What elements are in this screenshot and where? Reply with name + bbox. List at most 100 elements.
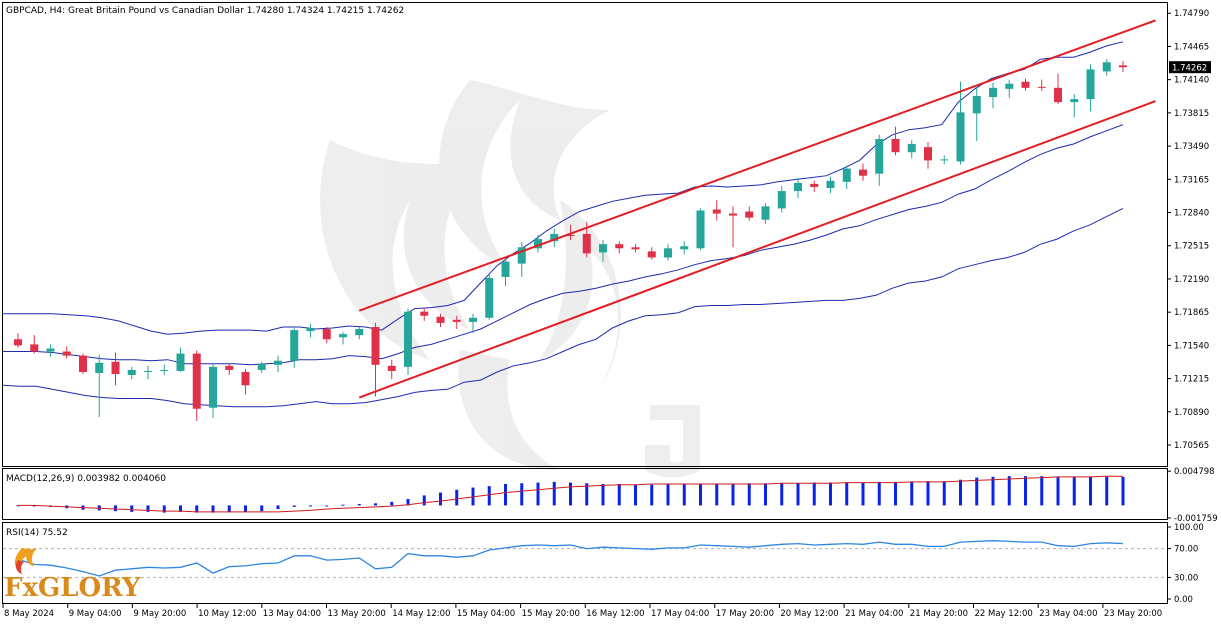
macd-axis: 0.004798 -0.001759 <box>1167 467 1218 524</box>
time-tick-label: 13 May 04:00 <box>263 609 321 619</box>
price-tick-label: 1.74465 <box>1174 42 1209 52</box>
price-panel: 1.74790 1.74465 1.74140 1.73815 1.73490 1.731… <box>2 6 1211 451</box>
candle-body <box>712 209 721 214</box>
macd-bar <box>32 505 36 507</box>
price-tick-label: 1.72190 <box>1174 275 1209 285</box>
candle-body <box>810 183 819 187</box>
candle-body <box>290 330 299 361</box>
candle <box>95 354 104 417</box>
candle <box>371 322 380 397</box>
candle <box>842 165 851 190</box>
macd-bar <box>731 484 735 506</box>
bollinger-bands <box>2 41 1124 408</box>
candle <box>550 228 559 248</box>
candle-body <box>371 326 380 365</box>
macd-bar <box>926 481 930 506</box>
candle <box>144 365 152 380</box>
candle <box>452 315 461 330</box>
candle-body <box>1021 81 1030 88</box>
macd-bar <box>341 504 345 506</box>
macd-bar <box>715 484 719 506</box>
macd-bar <box>211 505 215 513</box>
candle-body <box>1037 86 1046 88</box>
candle <box>924 142 932 169</box>
candle-body <box>729 213 737 216</box>
price-tick-label: 1.70890 <box>1174 408 1209 418</box>
macd-bar <box>877 481 881 506</box>
candle-body <box>160 369 169 371</box>
candle-body <box>924 147 932 161</box>
candle-body <box>826 180 835 188</box>
candle <box>810 180 819 193</box>
macd-label: MACD(12,26,9) 0.003982 0.004060 <box>6 474 166 484</box>
candle <box>777 185 786 213</box>
rsi-label: RSI(14) 75.52 <box>6 528 68 538</box>
candle <box>875 134 884 186</box>
channel-upper-line <box>358 19 1156 312</box>
candle <box>566 224 575 241</box>
candle <box>62 346 71 359</box>
candle <box>322 326 331 344</box>
macd-signal-line <box>18 475 1124 513</box>
candle-body <box>907 144 916 153</box>
candle <box>1070 93 1079 118</box>
macd-bar <box>747 483 751 506</box>
candle <box>712 200 721 221</box>
candle <box>972 87 981 141</box>
candle <box>1037 79 1046 91</box>
macd-bar <box>244 505 247 512</box>
macd-bar <box>162 505 166 513</box>
macd-bar <box>829 482 832 506</box>
candle <box>501 257 510 287</box>
candle <box>989 82 997 109</box>
macd-bar <box>406 499 410 506</box>
candle-body <box>794 182 802 192</box>
candle <box>420 307 429 321</box>
macd-histogram <box>16 476 1125 513</box>
candle-body <box>192 353 201 409</box>
candle <box>404 308 412 376</box>
time-tick-label: 20 May 12:00 <box>780 609 838 619</box>
candle <box>680 241 689 255</box>
price-tick-label: 1.73165 <box>1174 175 1209 185</box>
macd-bar <box>422 495 426 506</box>
macd-bar <box>617 484 621 506</box>
candle-body <box>891 138 900 153</box>
bb-middle-line <box>3 124 1124 366</box>
candle-body <box>842 168 851 182</box>
macd-bar <box>1105 476 1109 506</box>
candle-body <box>436 316 445 323</box>
macd-bar <box>1089 476 1092 506</box>
candle-body <box>972 96 981 114</box>
macd-bar <box>569 482 572 506</box>
macd-bar <box>942 481 946 506</box>
macd-bar <box>796 483 800 506</box>
bb-lower-line <box>2 207 1124 408</box>
macd-tick-label: -0.001759 <box>1174 514 1218 524</box>
macd-bar <box>195 505 199 513</box>
price-tick-label: 1.71540 <box>1174 341 1209 351</box>
candle-body <box>1102 62 1111 72</box>
candle-body <box>257 363 266 370</box>
candle <box>761 203 770 224</box>
candle <box>1102 59 1111 76</box>
candle-body <box>989 87 997 98</box>
candle-body <box>225 365 234 370</box>
candle-body <box>501 261 510 277</box>
candle-body <box>940 159 949 161</box>
candle <box>729 206 737 248</box>
macd-bar <box>292 505 296 507</box>
channel-lower-line <box>358 100 1156 399</box>
macd-bar <box>536 482 540 506</box>
candle-body <box>127 369 136 376</box>
price-tick-label: 1.74790 <box>1174 9 1209 19</box>
candle-body <box>534 239 542 249</box>
candle-body <box>241 371 250 386</box>
current-price-tag: 1.74262 <box>1169 61 1211 74</box>
macd-bar <box>764 483 767 506</box>
candle <box>30 335 39 354</box>
candle <box>826 176 835 194</box>
macd-bar <box>520 483 524 506</box>
candle-body <box>566 235 575 237</box>
